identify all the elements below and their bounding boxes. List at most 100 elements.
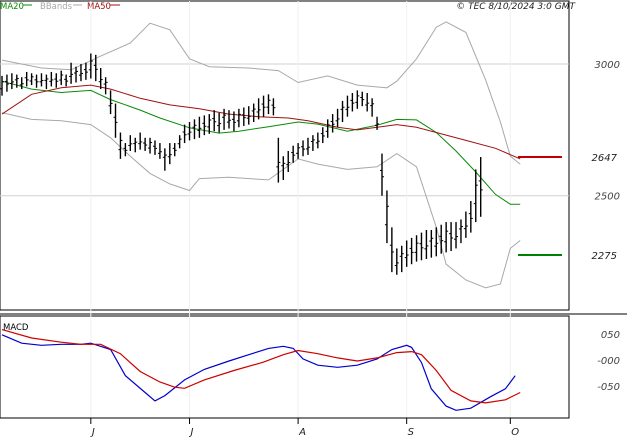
ohlc-bar xyxy=(202,115,207,136)
ohlc-bar xyxy=(157,143,162,159)
ohlc-bar xyxy=(217,112,222,133)
ohlc-bar xyxy=(473,169,478,223)
ohlc-bar xyxy=(152,140,157,155)
ohlc-bar xyxy=(409,237,414,265)
ohlc-bar xyxy=(74,66,79,83)
ohlc-bar xyxy=(301,140,306,157)
ohlc-bar xyxy=(24,71,29,87)
ohlc-bar xyxy=(49,71,54,87)
ohlc-bar xyxy=(291,145,296,163)
ohlc-bar xyxy=(118,132,123,159)
price-panel: 2647 2275 xyxy=(0,21,618,289)
ohlc-bar xyxy=(458,219,463,244)
ohlc-bar xyxy=(340,100,345,122)
ohlc-bar xyxy=(222,108,227,130)
ohlc-bar xyxy=(296,143,301,159)
x-axis-label: J xyxy=(189,427,194,438)
ohlc-bar xyxy=(379,153,384,196)
macd-signal-line xyxy=(1,329,521,404)
ohlc-bar xyxy=(463,211,468,238)
ohlc-bar xyxy=(370,98,375,117)
ohlc-bar xyxy=(276,137,281,183)
x-axis-label: A xyxy=(298,427,306,438)
ohlc-bar xyxy=(236,108,241,128)
legend-bbands: BBands xyxy=(40,2,73,12)
ohlc-bar xyxy=(365,93,370,112)
ohlc-bar xyxy=(360,91,365,107)
ohlc-bar xyxy=(197,116,202,138)
ohlc-bar xyxy=(261,95,266,117)
ohlc-bar xyxy=(148,137,153,154)
ohlc-bar xyxy=(29,73,34,86)
ohlc-bar xyxy=(227,110,232,129)
chart-legend: MA20 BBands MA50 xyxy=(0,2,120,12)
ohlc-bar xyxy=(305,137,310,155)
ohlc-bar xyxy=(414,235,419,262)
ohlc-bar xyxy=(14,74,19,88)
ohlc-bar xyxy=(123,143,128,157)
ohlc-bar xyxy=(143,137,148,151)
ohlc-bar xyxy=(98,67,103,90)
ohlc-bar xyxy=(434,227,439,257)
ohlc-bar xyxy=(281,156,286,180)
ohlc-bar xyxy=(350,93,355,112)
ohlc-bar xyxy=(384,190,389,244)
ohlc-bar xyxy=(399,245,404,273)
ohlc-bar xyxy=(39,73,44,87)
ohlc-bar xyxy=(9,73,14,90)
axis-layer: 3000 2500 050 -000 -050 J J A S O xyxy=(0,60,620,438)
ohlc-bar xyxy=(478,157,483,217)
ohlc-bar xyxy=(325,119,330,138)
ohlc-bar xyxy=(182,124,187,144)
ohlc-bar xyxy=(454,222,459,249)
price-panel-frame xyxy=(0,0,570,311)
ohlc-bar xyxy=(286,150,291,173)
ohlc-bar xyxy=(355,90,360,109)
copyright-label: © TEC 8/10/2024 3:0 GMT xyxy=(456,2,576,12)
ohlc-bar xyxy=(424,229,429,259)
ohlc-bar xyxy=(271,98,276,116)
x-axis-label: S xyxy=(408,427,415,438)
ohlc-bar xyxy=(241,107,246,126)
ohlc-bar xyxy=(128,135,133,151)
ohlc-bar xyxy=(93,54,98,82)
ohlc-bar xyxy=(167,143,172,165)
ohlc-bar xyxy=(69,62,74,84)
ohlc-bar xyxy=(310,135,315,151)
ma50-line xyxy=(1,84,521,160)
price-y-tick-label: 3000 xyxy=(595,60,620,71)
ohlc-bar xyxy=(113,103,118,138)
macd-panel-label: MACD xyxy=(3,323,29,333)
ohlc-bar xyxy=(468,201,473,233)
ohlc-bar xyxy=(34,74,39,88)
ohlc-bar xyxy=(429,229,434,258)
ohlc-bar xyxy=(335,108,340,128)
legend-ma20: MA20 xyxy=(0,2,24,12)
ohlc-bar xyxy=(375,116,380,130)
ohlc-bar xyxy=(19,77,24,90)
bbands-line xyxy=(1,112,521,289)
legend-ma50: MA50 xyxy=(87,2,111,12)
x-axis-label: J xyxy=(90,427,95,438)
ohlc-bar xyxy=(315,132,320,149)
ohlc-bar xyxy=(88,53,93,79)
ohlc-bar xyxy=(212,110,217,132)
ohlc-bar xyxy=(246,106,251,125)
ohlc-bar xyxy=(0,75,4,96)
ohlc-bar xyxy=(44,74,49,90)
macd-macd-line xyxy=(1,334,516,411)
ohlc-bar xyxy=(251,103,256,122)
ohlc-bar xyxy=(419,232,424,261)
x-axis-label: O xyxy=(511,427,519,438)
ohlc-bar xyxy=(103,77,108,95)
ohlc-bar xyxy=(449,222,454,252)
ohlc-bar xyxy=(394,248,399,275)
macd-panel xyxy=(1,329,521,411)
ohlc-bar xyxy=(345,95,350,117)
ohlc-bar xyxy=(404,240,409,267)
ohlc-bar xyxy=(439,224,444,254)
ohlc-bar xyxy=(330,114,335,133)
bbands-line xyxy=(1,21,521,165)
ohlc-bar xyxy=(192,119,197,140)
